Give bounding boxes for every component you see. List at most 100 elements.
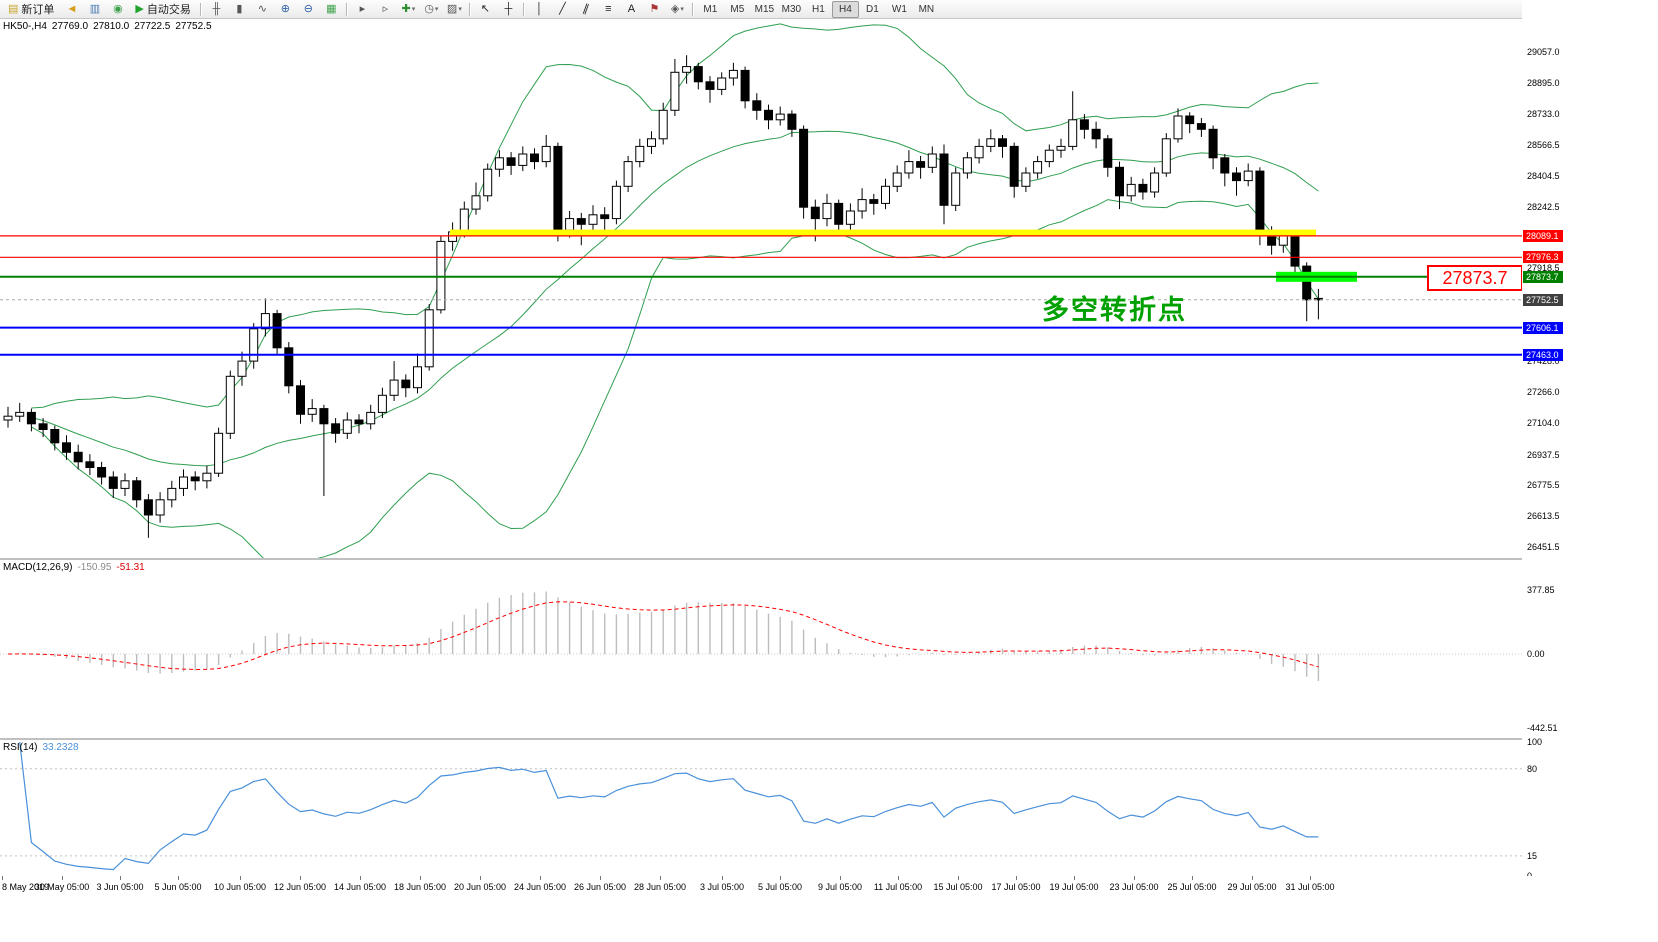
bear-candle (693, 66, 703, 83)
bear-candle (272, 313, 282, 349)
macd-signal-value: -51.31 (116, 562, 145, 573)
macd-indicator-canvas[interactable] (0, 560, 1522, 738)
crosshair-icon[interactable]: ┼ (498, 1, 519, 18)
timeframe-button-m5[interactable]: M5 (730, 3, 745, 15)
text-icon-glyph: A (627, 2, 636, 15)
time-axis-label: 9 Jul 05:00 (817, 882, 863, 892)
bull-candle (658, 109, 668, 140)
rsi-indicator-canvas[interactable] (0, 740, 1522, 876)
autotrade-button-label: 自动交易 (146, 4, 191, 16)
refresh-icon[interactable]: ◉ (107, 1, 128, 18)
bear-candle (834, 202, 844, 225)
time-axis-tick (540, 876, 541, 880)
timeframe-button-h4[interactable]: H4 (831, 0, 859, 18)
time-axis-tick (1252, 876, 1253, 880)
chart-window-icon[interactable]: ▥ (84, 1, 105, 18)
price-axis-label: 26613.5 (1527, 511, 1560, 521)
panel-splitter-macd[interactable] (0, 558, 1658, 560)
bull-candle (15, 411, 25, 417)
bull-candle (1044, 149, 1054, 163)
bear-candle (810, 206, 820, 220)
timeframe-button-m30[interactable]: M30 (781, 3, 802, 15)
toolbar-separator (345, 2, 348, 16)
vertical-line-icon[interactable]: │ (529, 1, 550, 18)
bear-candle (530, 153, 539, 163)
time-axis-label: 19 Jul 05:00 (1049, 882, 1099, 892)
toolbar-separator (522, 2, 525, 16)
bull-candle (635, 145, 645, 163)
price-chart-canvas[interactable] (0, 18, 1522, 558)
indicators-menu-glyph: ✚ (401, 2, 411, 15)
timeframe-button-d1[interactable]: D1 (865, 3, 879, 15)
cursor-icon[interactable]: ↖ (475, 1, 496, 18)
ohlc-open: 27769.0 (51, 21, 89, 32)
timeframe-button-mn[interactable]: MN (918, 3, 935, 15)
bollinger-lower (31, 199, 1319, 558)
cursor-icon-glyph: ↖ (480, 2, 490, 15)
price-axis-label: 28242.5 (1527, 202, 1560, 212)
bear-candle (869, 199, 879, 204)
chart-shift-icon[interactable]: ▹ (375, 1, 396, 18)
price-axis-tag: 27752.5 (1523, 294, 1563, 306)
zoom-out-icon[interactable]: ⊖ (298, 1, 319, 18)
trendline-icon[interactable]: ╱ (552, 1, 573, 18)
bull-candle (775, 113, 785, 121)
time-axis[interactable]: 8 May 2019 30 May 05:00 3 Jun 05:00 5 Jun 0… (0, 876, 1658, 902)
chart-ohlc-header: HK50-,H4 27769.0 27810.0 27722.5 27752.5 (3, 21, 217, 32)
timeframe-button-m1[interactable]: M1 (703, 3, 718, 15)
bars-mode-icon[interactable]: ╫ (206, 1, 227, 18)
candles-mode-icon[interactable]: ▮ (229, 1, 250, 18)
price-axis-label: 27104.0 (1527, 418, 1560, 428)
shapes-menu[interactable]: ◈ ▾ (667, 1, 688, 18)
bear-candle (506, 157, 516, 166)
timeframe-button-m15[interactable]: M15 (754, 3, 775, 15)
price-axis-label: 28733.0 (1527, 109, 1560, 119)
bull-candle (951, 172, 961, 206)
fibonacci-icon[interactable]: ≡ (598, 1, 619, 18)
bear-candle (97, 467, 107, 478)
time-axis-label: 29 Jul 05:00 (1227, 882, 1277, 892)
time-axis-tick (840, 876, 841, 880)
macd-axis-label: 0.00 (1527, 649, 1545, 659)
price-axis-tag: 27976.3 (1523, 251, 1563, 263)
price-axis[interactable]: 29057.0 28895.0 28733.0 28566.5 28404.5 28242… (1522, 0, 1658, 900)
time-axis-tick (1074, 876, 1075, 880)
auto-scroll-icon[interactable]: ▸ (352, 1, 373, 18)
new-order-button-label: 新订单 (21, 4, 55, 16)
indicators-menu[interactable]: ✚ ▾ (398, 1, 419, 18)
bear-candle (705, 81, 715, 90)
new-order-button[interactable]: ▤ 新订单 (3, 1, 59, 18)
bull-candle (881, 185, 890, 204)
time-axis-label: 11 Jul 05:00 (873, 882, 923, 892)
text-icon[interactable]: A (621, 1, 642, 18)
toolbar-separator (691, 2, 694, 16)
time-axis-tick (1016, 876, 1017, 880)
panel-splitter-rsi[interactable] (0, 738, 1658, 740)
bull-candle (214, 432, 224, 474)
label-flag-icon[interactable]: ⚑ (644, 1, 665, 18)
time-axis-tick (178, 876, 179, 880)
time-axis-label: 20 Jun 05:00 (453, 882, 507, 892)
bull-candle (588, 214, 598, 225)
toolbar-separator (199, 2, 202, 16)
zoom-in-icon[interactable]: ⊕ (275, 1, 296, 18)
price-axis-label: 28566.5 (1527, 140, 1560, 150)
alert-horn-icon[interactable]: ◄ (61, 1, 82, 18)
time-axis-tick (780, 876, 781, 880)
bear-candle (1302, 265, 1312, 301)
macd-name: MACD(12,26,9) (3, 562, 73, 573)
bear-candle (576, 218, 586, 225)
templates-menu[interactable]: ▨ ▾ (444, 1, 465, 18)
bull-candle (471, 195, 481, 210)
timeframe-button-w1[interactable]: W1 (891, 3, 907, 15)
time-axis-tick (898, 876, 899, 880)
autotrade-button[interactable]: ▶ 自动交易 (130, 1, 195, 18)
shapes-menu-dropdown-arrow: ▾ (680, 6, 684, 13)
price-axis-label: 26775.5 (1527, 480, 1560, 490)
tile-windows-icon[interactable]: ▦ (321, 1, 342, 18)
zoom-in-icon-glyph: ⊕ (280, 2, 290, 15)
periods-menu[interactable]: ◷ ▾ (421, 1, 442, 18)
line-mode-icon[interactable]: ∿ (252, 1, 273, 18)
timeframe-button-h1[interactable]: H1 (811, 3, 825, 15)
